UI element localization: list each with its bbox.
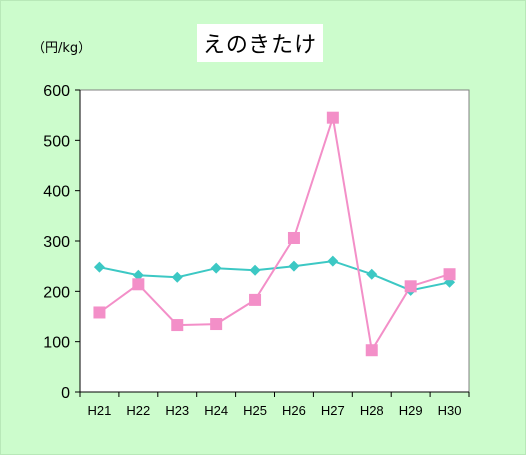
data-point-diamond [171,271,183,283]
x-tick-label: H29 [399,403,423,418]
x-tick-label: H23 [165,403,189,418]
data-point-diamond [93,261,105,273]
y-tick-label: 500 [43,133,70,150]
series-lines [98,117,450,354]
data-point-diamond [210,262,222,274]
x-tick-label: H22 [126,403,150,418]
y-tick-label: 100 [43,335,70,352]
x-tick-label: H28 [360,403,384,418]
data-point-diamond [249,264,261,276]
data-point-square [404,280,417,293]
data-point-diamond [132,269,144,281]
chart-title: えのきたけ [197,24,323,62]
y-tick-label: 300 [43,234,70,251]
data-point-square [287,231,300,244]
data-point-square [132,278,145,291]
x-tick-label: H26 [282,403,306,418]
y-unit-label: （円/kg） [32,41,92,56]
data-point-square [93,306,106,319]
y-tick-label: 600 [43,83,70,100]
x-tick-label: H27 [321,403,345,418]
x-tick-label: H24 [204,403,228,418]
data-point-diamond [366,268,378,280]
x-tick-label: H25 [243,403,267,418]
data-point-square [326,111,339,124]
y-tick-label: 400 [43,184,70,201]
x-tick-label: H21 [88,403,112,418]
x-tick-label: H30 [438,403,462,418]
series-line-2 [98,117,450,354]
data-point-square [210,318,223,331]
y-tick-label: 0 [61,385,70,402]
x-axis: H21 H22 H23 H24 H25 H26 H27 H28 H29 H30 [79,391,470,418]
y-tick-label: 200 [43,284,70,301]
data-point-square [443,268,456,281]
y-axis: 0 100 200 300 400 500 600 [43,83,81,402]
data-point-diamond [288,260,300,272]
data-point-diamond [327,255,339,267]
plot-area [79,89,470,393]
data-point-square [171,319,184,332]
data-point-square [365,344,378,357]
data-point-square [249,293,262,306]
series-markers [93,111,456,357]
